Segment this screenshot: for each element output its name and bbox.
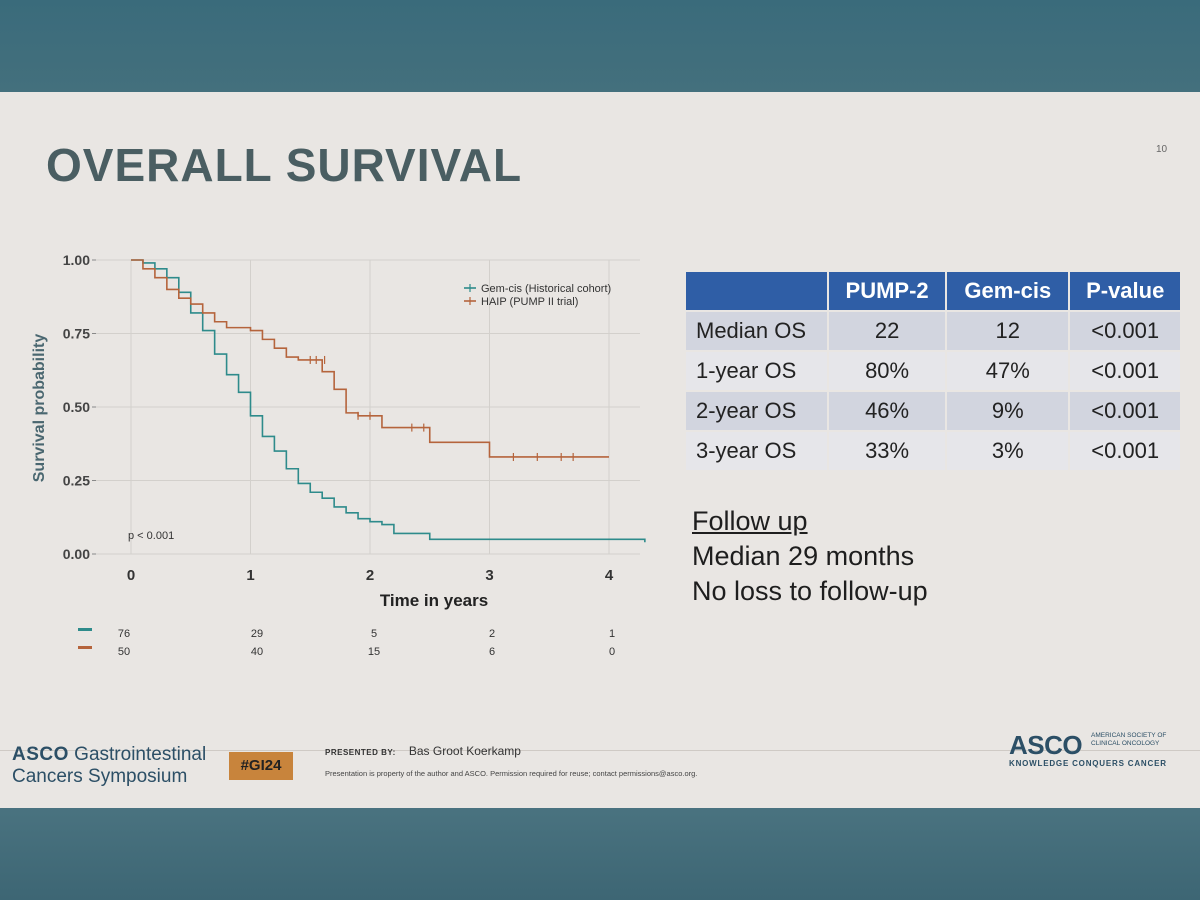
os-table-cell: 33% — [829, 432, 948, 470]
chart-grid — [96, 259, 640, 555]
os-table-cell: 3-year OS — [686, 432, 829, 470]
os-table-header — [686, 272, 829, 310]
os-table-cell: <0.001 — [1070, 312, 1182, 350]
presentation-slide: OVERALL SURVIVAL 10 0.00 0.25 0.50 0.75 1.00… — [0, 92, 1200, 808]
x-tick-label: 0 — [127, 567, 135, 584]
monitor-bezel-top — [0, 0, 1200, 95]
follow-up-heading: Follow up — [692, 506, 808, 536]
legend-label: HAIP (PUMP II trial) — [481, 296, 578, 308]
os-table-row: Median OS 22 12 <0.001 — [686, 312, 1182, 350]
os-table-row: 1-year OS 80% 47% <0.001 — [686, 352, 1182, 390]
asco-logo-wordmark: ASCO — [1009, 730, 1083, 760]
presented-by-label: PRESENTED BY: — [325, 748, 396, 757]
risk-count: 15 — [368, 646, 380, 658]
os-table-cell: 12 — [947, 312, 1071, 350]
symposium-logo: ASCO Gastrointestinal Cancers Symposium — [12, 744, 206, 788]
y-axis-ticks: 0.00 0.25 0.50 0.75 1.00 — [63, 252, 96, 562]
os-table-header-row: PUMP-2 Gem-cis P-value — [686, 272, 1182, 310]
risk-count: 50 — [118, 646, 130, 658]
os-table-header: Gem-cis — [947, 272, 1071, 310]
legend-label: Gem-cis (Historical cohort) — [481, 283, 611, 295]
os-table-header: P-value — [1070, 272, 1182, 310]
y-axis-label: Survival probability — [31, 334, 48, 483]
slide-title: OVERALL SURVIVAL — [46, 139, 523, 191]
asco-society-name: AMERICAN SOCIETY OF CLINICAL ONCOLOGY — [1091, 732, 1167, 747]
os-table: PUMP-2 Gem-cis P-value Median OS 22 12 <… — [686, 270, 1182, 472]
asco-tagline: KNOWLEDGE CONQUERS CANCER — [1009, 759, 1167, 768]
y-tick-label: 1.00 — [63, 252, 90, 268]
monitor-bezel-bottom — [0, 805, 1200, 900]
follow-up-loss: No loss to follow-up — [692, 576, 928, 606]
risk-count: 29 — [251, 628, 263, 640]
os-table-cell: Median OS — [686, 312, 829, 350]
symposium-name-line1: Gastrointestinal — [68, 744, 207, 765]
footer-divider — [0, 750, 1200, 751]
risk-count: 2 — [489, 628, 495, 640]
os-table-cell: 3% — [947, 432, 1071, 470]
p-value-annotation: p < 0.001 — [128, 530, 174, 542]
copyright-disclaimer: Presentation is property of the author a… — [325, 769, 698, 778]
x-tick-label: 1 — [246, 567, 254, 584]
risk-count: 5 — [371, 628, 377, 640]
y-tick-label: 0.75 — [63, 326, 90, 342]
presenter-credit: PRESENTED BY: Bas Groot Koerkamp — [325, 744, 521, 758]
hashtag-badge: #GI24 — [229, 752, 293, 780]
risk-table: 76 29 5 2 1 50 40 15 6 0 — [78, 628, 615, 658]
survival-curve-gem-cis — [131, 259, 646, 543]
asco-wordmark: ASCO — [12, 744, 69, 765]
risk-count: 40 — [251, 646, 263, 658]
os-table-cell: 47% — [947, 352, 1071, 390]
follow-up-block: Follow up Median 29 months No loss to fo… — [692, 504, 928, 609]
km-chart: 0.00 0.25 0.50 0.75 1.00 0 1 2 3 4 Survival prob… — [31, 252, 646, 658]
os-table-cell: 46% — [829, 392, 948, 430]
os-table-cell: <0.001 — [1070, 392, 1182, 430]
y-tick-label: 0.50 — [63, 399, 90, 415]
y-tick-label: 0.00 — [63, 546, 90, 562]
os-table-cell: 9% — [947, 392, 1071, 430]
os-table-cell: <0.001 — [1070, 432, 1182, 470]
presenter-name: Bas Groot Koerkamp — [408, 744, 521, 758]
survival-curves — [131, 259, 646, 543]
symposium-name-line2: Cancers Symposium — [12, 766, 188, 787]
os-table-cell: <0.001 — [1070, 352, 1182, 390]
asco-logo: ASCO AMERICAN SOCIETY OF CLINICAL ONCOLO… — [1009, 730, 1167, 768]
y-tick-label: 0.25 — [63, 473, 90, 489]
os-table-row: 2-year OS 46% 9% <0.001 — [686, 392, 1182, 430]
os-table-row: 3-year OS 33% 3% <0.001 — [686, 432, 1182, 470]
chart-legend: Gem-cis (Historical cohort)HAIP (PUMP II… — [464, 283, 611, 308]
survival-curve-haip — [131, 259, 609, 458]
x-tick-label: 3 — [485, 567, 493, 584]
os-table-cell: 1-year OS — [686, 352, 829, 390]
slide-number: 10 — [1156, 144, 1168, 155]
risk-table-swatch — [78, 646, 92, 649]
risk-table-swatch — [78, 628, 92, 631]
x-axis-ticks: 0 1 2 3 4 — [127, 567, 614, 584]
os-table-cell: 2-year OS — [686, 392, 829, 430]
risk-count: 6 — [489, 646, 495, 658]
x-tick-label: 4 — [605, 567, 614, 584]
follow-up-median: Median 29 months — [692, 541, 915, 571]
risk-count: 76 — [118, 628, 130, 640]
os-table-header: PUMP-2 — [829, 272, 948, 310]
risk-count: 1 — [609, 628, 615, 640]
x-tick-label: 2 — [366, 567, 374, 584]
os-table-cell: 22 — [829, 312, 948, 350]
risk-count: 0 — [609, 646, 615, 658]
os-table-cell: 80% — [829, 352, 948, 390]
x-axis-label: Time in years — [380, 591, 488, 610]
